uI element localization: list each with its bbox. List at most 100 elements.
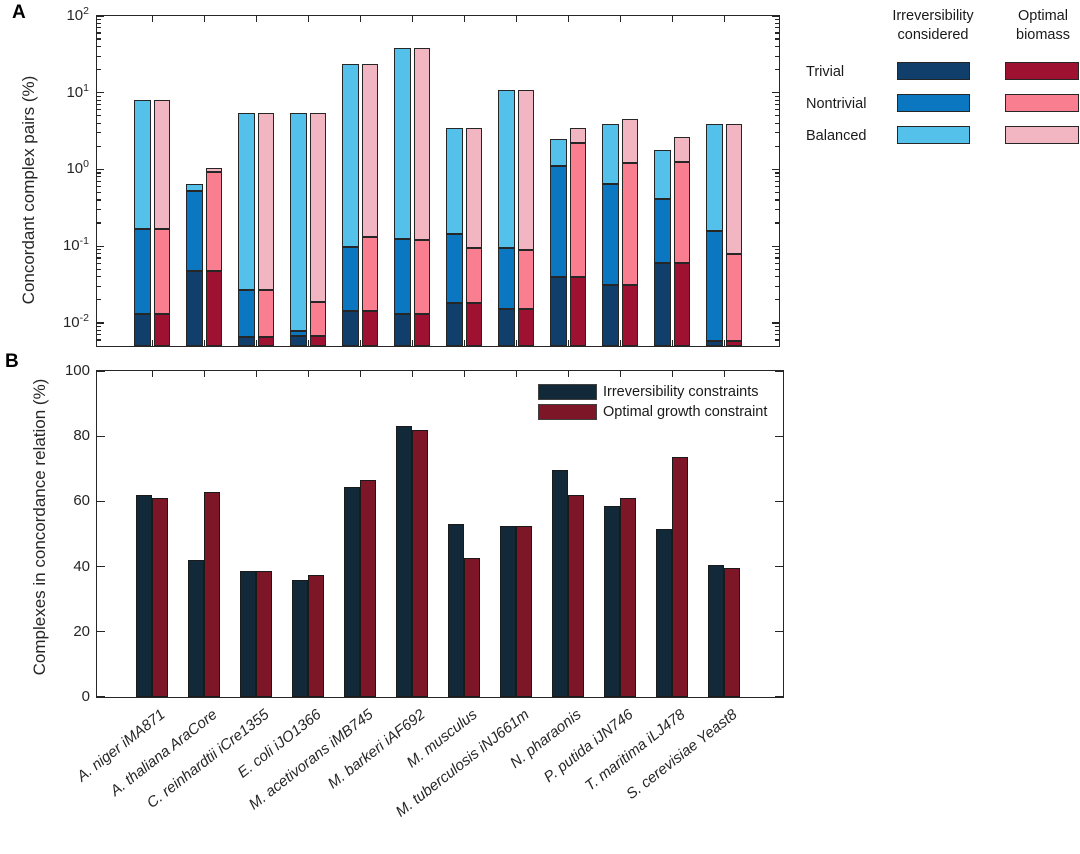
- legend-a-label-balanced: Balanced: [806, 128, 867, 144]
- y-minor-tick: [97, 38, 101, 40]
- y-tick-label: 10-2: [62, 311, 89, 331]
- bar-segment-balanced-irr: [602, 124, 619, 185]
- bar-optimal-growth: [464, 558, 481, 697]
- bar-irreversibility: [396, 426, 413, 697]
- bar-segment-nontrivial-irr: [290, 331, 307, 336]
- y-major-tick: [772, 245, 779, 247]
- y-minor-tick: [775, 45, 779, 48]
- bar-segment-trivial-irr: [550, 276, 567, 346]
- legend-a-swatch-g1-r2: [1005, 126, 1079, 144]
- y-minor-tick: [775, 95, 779, 97]
- y-minor-tick: [775, 199, 779, 201]
- bar-segment-balanced-opt: [673, 136, 691, 162]
- bar-segment-trivial-opt: [309, 335, 327, 346]
- legend-b-swatch-irreversibility: [538, 384, 597, 400]
- y-major-tick: [775, 500, 783, 503]
- bar-segment-balanced-irr: [498, 89, 515, 248]
- bar-segment-balanced-irr: [654, 149, 671, 200]
- bar-segment-trivial-opt: [725, 341, 743, 346]
- x-tick: [567, 16, 569, 22]
- bar-segment-nontrivial-irr: [550, 166, 567, 277]
- y-minor-tick: [775, 222, 779, 224]
- x-tick: [619, 16, 621, 22]
- y-minor-tick: [775, 115, 779, 117]
- x-tick: [255, 16, 257, 22]
- y-major-tick: [775, 696, 783, 698]
- y-minor-tick: [97, 18, 101, 21]
- x-tick: [151, 371, 153, 377]
- y-minor-tick: [97, 257, 101, 259]
- y-major-tick: [97, 168, 104, 171]
- bar-segment-balanced-opt: [361, 63, 379, 238]
- y-minor-tick: [97, 325, 101, 327]
- y-tick-label: 60: [73, 492, 90, 510]
- y-tick-label: 40: [73, 557, 90, 575]
- y-minor-tick: [97, 172, 101, 174]
- bar-optimal-growth: [724, 568, 741, 697]
- y-minor-tick: [775, 18, 779, 21]
- bar-segment-nontrivial-opt: [309, 301, 327, 336]
- y-minor-tick: [775, 257, 779, 259]
- y-minor-tick: [97, 104, 101, 106]
- y-minor-tick: [775, 176, 779, 178]
- bar-segment-trivial-irr: [654, 263, 671, 346]
- y-major-tick: [775, 435, 783, 437]
- x-tick: [359, 16, 361, 22]
- bar-irreversibility: [656, 529, 673, 697]
- bar-segment-trivial-irr: [238, 337, 255, 346]
- y-minor-tick: [97, 185, 101, 188]
- x-tick: [359, 340, 361, 346]
- y-tick-label: 0: [81, 688, 90, 705]
- bar-segment-nontrivial-opt: [517, 249, 535, 310]
- bar-irreversibility: [552, 470, 569, 697]
- y-minor-tick: [775, 325, 779, 327]
- bar-segment-nontrivial-irr: [342, 247, 359, 311]
- bar-segment-nontrivial-irr: [706, 230, 723, 342]
- bar-segment-balanced-opt: [153, 100, 171, 230]
- y-minor-tick: [775, 262, 779, 264]
- bar-segment-nontrivial-opt: [465, 247, 483, 304]
- bar-segment-balanced-irr: [238, 113, 255, 290]
- y-tick-label: 102: [66, 5, 89, 24]
- y-minor-tick: [775, 339, 779, 341]
- y-minor-tick: [775, 38, 779, 40]
- bar-segment-trivial-opt: [465, 303, 483, 346]
- x-tick: [307, 340, 309, 346]
- x-tick: [411, 340, 413, 346]
- y-minor-tick: [775, 22, 779, 25]
- x-tick: [359, 371, 361, 377]
- y-major-tick: [97, 245, 104, 247]
- y-minor-tick: [775, 180, 779, 182]
- y-minor-tick: [97, 122, 101, 124]
- bar-segment-balanced-opt: [309, 113, 327, 302]
- x-tick: [203, 340, 205, 346]
- bar-irreversibility: [708, 564, 725, 697]
- bar-segment-balanced-opt: [413, 48, 431, 241]
- bar-segment-trivial-opt: [153, 314, 171, 346]
- y-minor-tick: [97, 285, 101, 287]
- y-minor-tick: [97, 253, 101, 255]
- y-minor-tick: [97, 109, 101, 111]
- bar-segment-nontrivial-irr: [446, 233, 463, 304]
- y-minor-tick: [775, 191, 779, 194]
- y-tick-label: 100: [64, 362, 90, 379]
- x-tick: [723, 340, 725, 346]
- y-minor-tick: [97, 99, 101, 101]
- bar-segment-trivial-opt: [257, 337, 275, 346]
- bar-segment-balanced-irr: [706, 124, 723, 231]
- y-minor-tick: [775, 334, 779, 336]
- legend-b-label-irreversibility: Irreversibility constraints: [603, 384, 759, 400]
- y-minor-tick: [97, 132, 101, 134]
- bar-irreversibility: [292, 579, 309, 697]
- x-tick: [463, 16, 465, 22]
- y-minor-tick: [97, 199, 101, 201]
- y-minor-tick: [775, 268, 779, 270]
- panel-a-axes-frame: [96, 15, 780, 347]
- bar-segment-balanced-irr: [342, 63, 359, 248]
- bar-segment-balanced-opt: [465, 127, 483, 248]
- bar-optimal-growth: [308, 574, 325, 697]
- bar-optimal-growth: [672, 457, 689, 697]
- x-tick: [515, 340, 517, 346]
- y-major-tick: [97, 370, 105, 372]
